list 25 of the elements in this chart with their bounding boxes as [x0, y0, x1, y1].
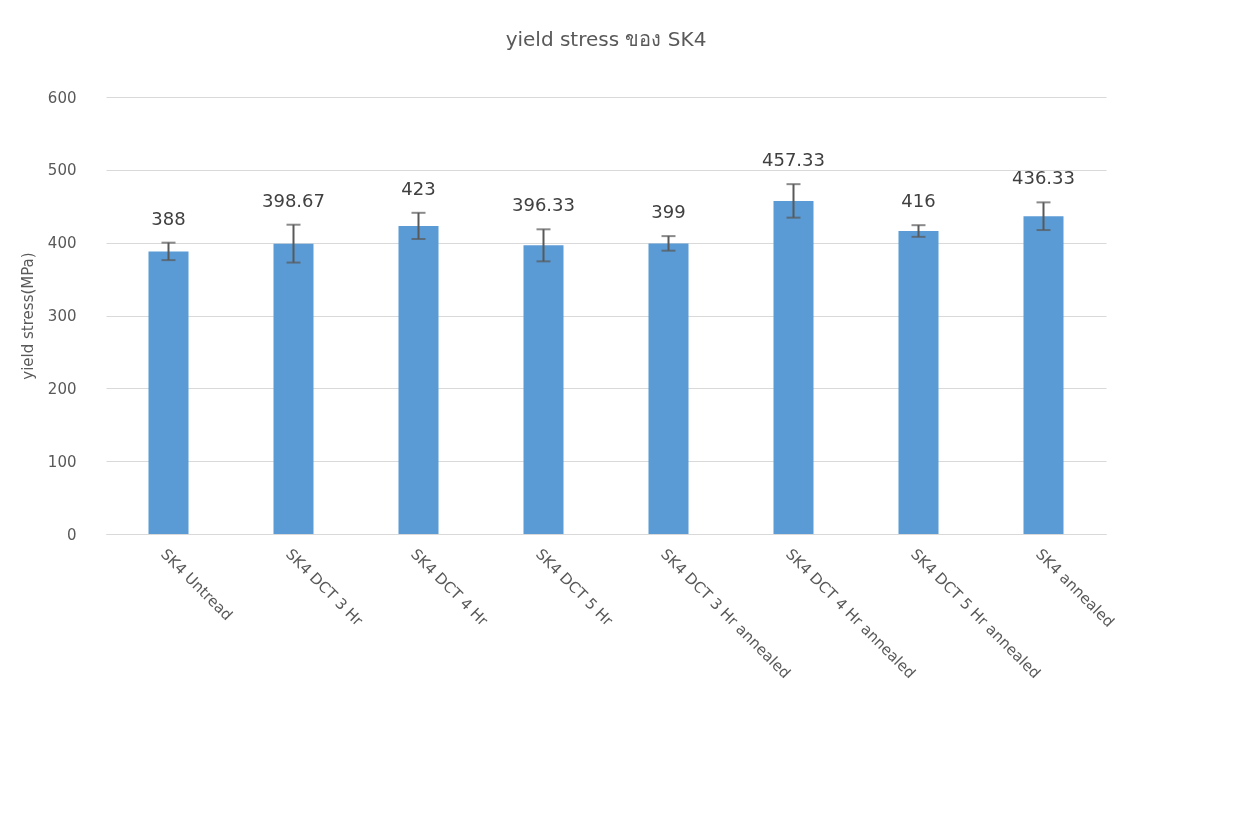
bar — [273, 243, 314, 534]
y-tick-label: 0 — [66, 525, 77, 544]
y-axis-title: yield stress(MPa) — [18, 252, 37, 380]
y-tick-label: 200 — [47, 379, 77, 398]
data-label: 457.33 — [762, 149, 825, 171]
bar — [523, 245, 564, 534]
bar — [148, 251, 189, 534]
bar — [898, 231, 939, 534]
y-tick-label: 400 — [47, 234, 77, 253]
bar — [1023, 216, 1064, 534]
chart-title: yield stress ของ SK4 — [505, 27, 707, 51]
bar — [648, 243, 689, 534]
y-tick-label: 300 — [47, 307, 77, 325]
bar — [398, 225, 439, 534]
data-label: 399 — [651, 201, 686, 223]
y-tick-label: 100 — [47, 452, 77, 471]
data-label: 396.33 — [512, 194, 575, 216]
data-label: 398.67 — [262, 189, 325, 211]
data-label: 423 — [401, 177, 436, 199]
y-tick-label: 500 — [47, 161, 77, 180]
data-label: 436.33 — [1012, 167, 1075, 189]
data-label: 388 — [151, 207, 186, 229]
data-label: 416 — [901, 190, 936, 212]
bar — [773, 200, 814, 534]
y-tick-label: 600 — [47, 88, 77, 107]
